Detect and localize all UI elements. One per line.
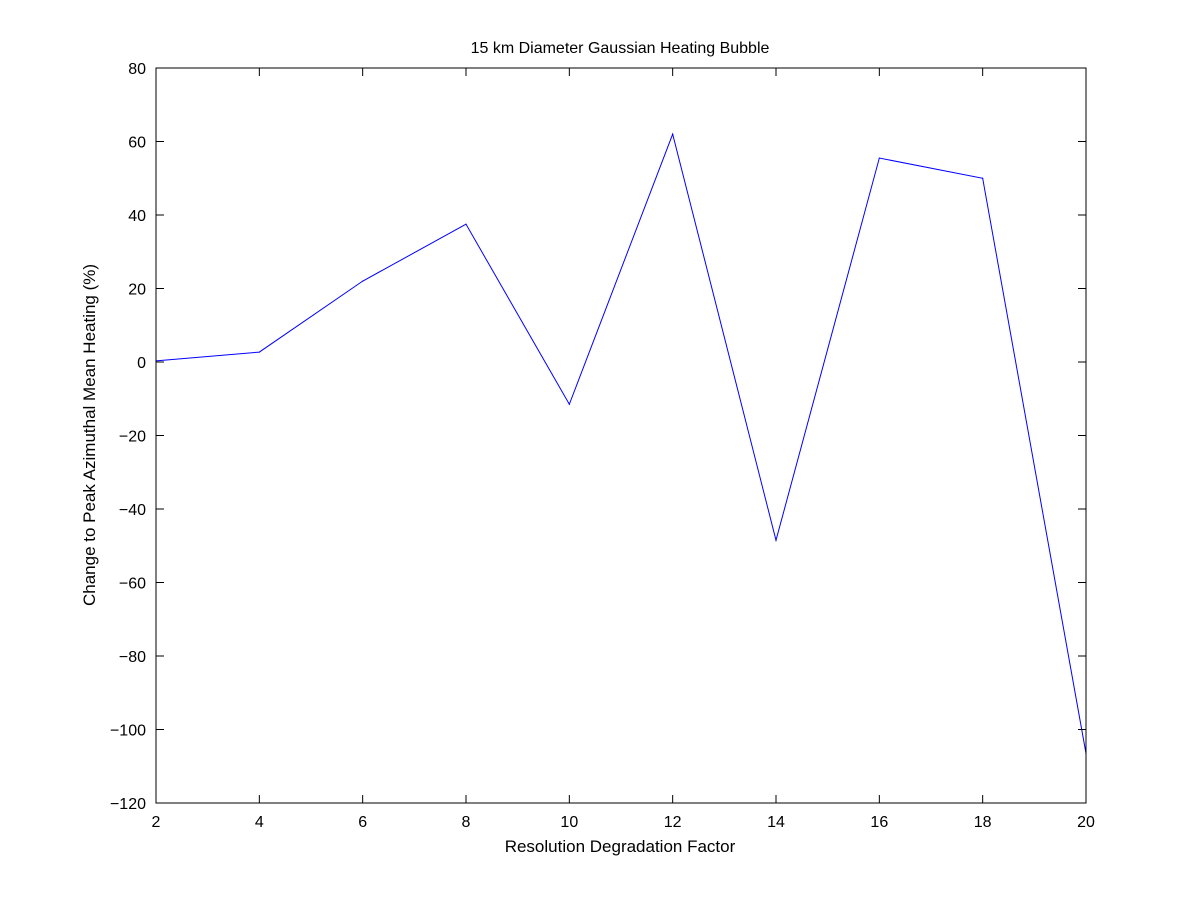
data-point [362, 280, 364, 282]
series-line [155, 132, 1087, 754]
data-point [672, 133, 674, 135]
data-point [568, 403, 570, 405]
y-tick-label: 20 [128, 282, 146, 299]
y-tick-label: 40 [128, 208, 146, 225]
y-axis-label: Change to Peak Azimuthal Mean Heating (%… [80, 264, 99, 606]
x-tick-label: 16 [870, 814, 888, 831]
data-point [465, 223, 467, 225]
y-tick-label: −40 [119, 502, 146, 519]
data-point [982, 177, 984, 179]
x-tick-label: 8 [462, 814, 471, 831]
y-tick-label: 0 [137, 355, 146, 372]
x-axis-label: Resolution Degradation Factor [505, 837, 736, 856]
y-tick-label: 60 [128, 135, 146, 152]
x-tick-label: 4 [255, 814, 264, 831]
plot-area [155, 67, 1087, 804]
x-tick-label: 14 [767, 814, 785, 831]
y-tick-label: 80 [128, 61, 146, 78]
y-tick-label: −120 [110, 796, 146, 813]
chart-title: 15 km Diameter Gaussian Heating Bubble [471, 40, 770, 57]
x-tick-label: 12 [664, 814, 682, 831]
data-point [258, 351, 260, 353]
x-tick-label: 20 [1077, 814, 1095, 831]
x-tick-label: 18 [974, 814, 992, 831]
x-tick-label: 6 [358, 814, 367, 831]
y-tick-label: −20 [119, 429, 146, 446]
x-tick-label: 2 [152, 814, 161, 831]
data-point [878, 157, 880, 159]
data-point [775, 539, 777, 541]
x-tick-label: 10 [560, 814, 578, 831]
y-tick-label: −100 [110, 723, 146, 740]
y-tick-label: −60 [119, 576, 146, 593]
y-tick-label: −80 [119, 649, 146, 666]
